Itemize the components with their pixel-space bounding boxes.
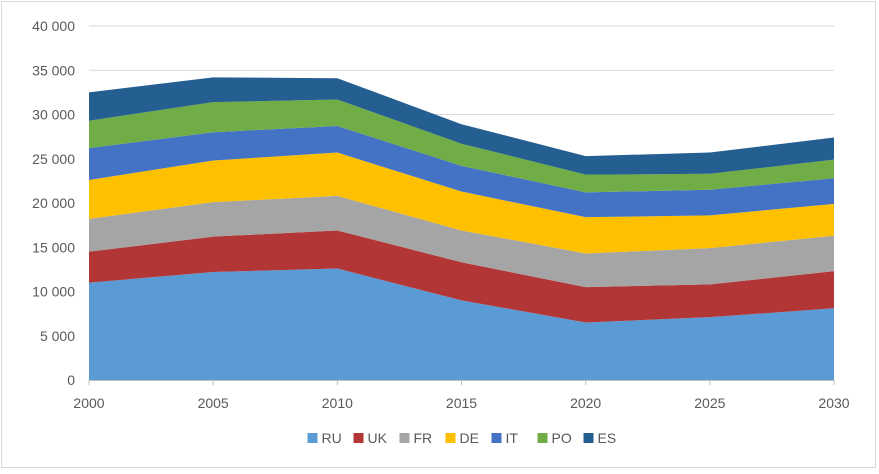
area-po	[89, 99, 834, 193]
legend-swatch-it	[491, 433, 502, 443]
y-tick-label: 20 000	[32, 195, 75, 211]
area-fr	[89, 195, 834, 288]
legend-swatch-po	[537, 433, 548, 443]
area-uk	[89, 230, 834, 323]
legend-swatch-es	[583, 433, 594, 443]
area-de	[89, 152, 834, 254]
area-ru	[89, 268, 834, 380]
legend-label-uk: UK	[368, 430, 388, 446]
x-axis: 2000 2005 2010 2015 2020 2025 2030	[73, 380, 850, 411]
legend-label-po: PO	[552, 430, 572, 446]
legend-label-it: IT	[506, 430, 519, 446]
x-tick-label: 2020	[570, 395, 601, 411]
y-tick-label: 5 000	[40, 328, 75, 344]
x-tick-label: 2025	[694, 395, 725, 411]
x-tick-label: 2000	[73, 395, 104, 411]
y-tick-label: 10 000	[32, 284, 75, 300]
x-tick-label: 2010	[322, 395, 353, 411]
area-it	[89, 126, 834, 218]
legend-swatch-uk	[353, 433, 364, 443]
area-es	[89, 77, 834, 175]
legend-label-fr: FR	[414, 430, 433, 446]
legend-swatch-de	[445, 433, 456, 443]
area-series	[89, 77, 834, 380]
y-tick-label: 25 000	[32, 151, 75, 167]
legend-swatch-ru	[307, 433, 318, 443]
y-tick-label: 40 000	[32, 18, 75, 34]
y-tick-label: 35 000	[32, 62, 75, 78]
legend-label-de: DE	[460, 430, 479, 446]
y-tick-label: 30 000	[32, 107, 75, 123]
x-tick-label: 2015	[446, 395, 477, 411]
legend-swatch-fr	[399, 433, 410, 443]
x-tick-label: 2030	[818, 395, 849, 411]
y-tick-label: 0	[67, 372, 75, 388]
legend-label-es: ES	[598, 430, 617, 446]
legend: RU UK FR DE IT PO ES	[307, 430, 617, 446]
x-tick-label: 2005	[198, 395, 229, 411]
y-axis: 0 5 000 10 000 15 000 20 000 25 000 30 000 35 0…	[32, 18, 75, 388]
legend-label-ru: RU	[322, 430, 342, 446]
y-tick-label: 15 000	[32, 239, 75, 255]
